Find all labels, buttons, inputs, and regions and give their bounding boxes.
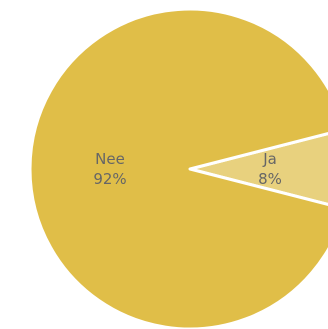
pie-slice-nee xyxy=(28,7,328,329)
slice-label-ja: Ja xyxy=(262,150,277,168)
pie-slice-ja xyxy=(188,132,328,206)
labels-layer: Ja 8% Nee 92% xyxy=(93,150,282,188)
slice-value-nee: 92% xyxy=(93,170,126,188)
slice-label-nee: Nee xyxy=(95,150,125,168)
slices-layer xyxy=(28,7,328,329)
slice-value-ja: 8% xyxy=(258,170,282,188)
